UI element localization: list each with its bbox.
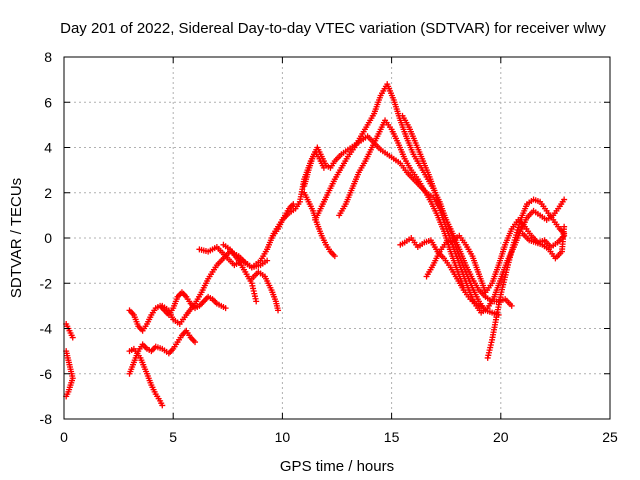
data-point xyxy=(561,196,568,203)
data-point xyxy=(290,201,297,208)
data-point xyxy=(192,339,199,346)
y-tick-label: 8 xyxy=(44,49,52,65)
y-tick-label: -2 xyxy=(40,275,53,291)
x-tick-label: 5 xyxy=(169,429,177,445)
y-tick-label: 6 xyxy=(44,94,52,110)
x-tick-label: 20 xyxy=(493,429,509,445)
y-tick-label: -8 xyxy=(40,411,53,427)
y-tick-label: -6 xyxy=(40,366,53,382)
axis-ticks: 0 5 10 15 20 25 -8 -6 -4 -2 0 2 4 6 8 xyxy=(40,49,618,445)
x-tick-label: 15 xyxy=(384,429,400,445)
y-tick-label: 4 xyxy=(44,140,52,156)
chart-title: Day 201 of 2022, Sidereal Day-to-day VTE… xyxy=(60,20,606,37)
data-point xyxy=(253,298,260,305)
x-tick-label: 0 xyxy=(60,429,68,445)
y-axis-label: SDTVAR / TECUs xyxy=(8,178,25,298)
x-tick-label: 25 xyxy=(602,429,618,445)
data-point xyxy=(331,253,338,260)
data-point xyxy=(222,305,229,312)
data-point xyxy=(159,402,166,409)
data-point xyxy=(264,257,271,264)
data-point xyxy=(508,302,515,309)
data-points xyxy=(63,81,568,409)
data-point xyxy=(561,223,568,230)
x-axis-label: GPS time / hours xyxy=(280,458,394,475)
y-tick-label: 2 xyxy=(44,185,52,201)
x-tick-label: 10 xyxy=(275,429,291,445)
y-tick-label: 0 xyxy=(44,230,52,246)
data-point xyxy=(275,307,282,314)
data-point xyxy=(69,334,76,341)
data-point xyxy=(480,305,487,312)
y-tick-label: -4 xyxy=(40,321,53,337)
